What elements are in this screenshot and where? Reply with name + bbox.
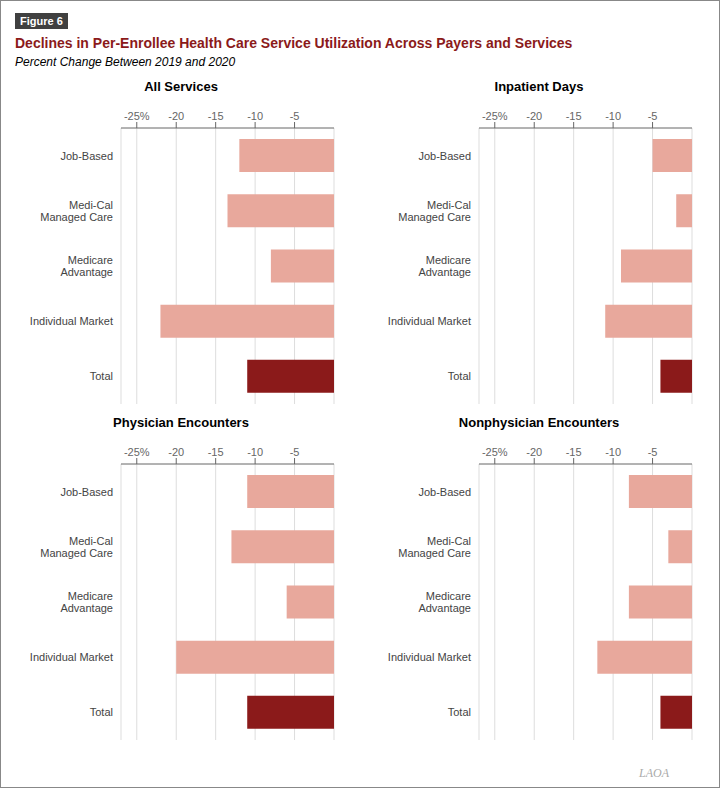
svg-text:-10: -10 — [605, 446, 621, 458]
svg-text:-20: -20 — [526, 110, 542, 122]
svg-text:MedicareAdvantage: MedicareAdvantage — [418, 590, 471, 614]
svg-text:Individual Market: Individual Market — [388, 315, 471, 327]
svg-text:-5: -5 — [648, 446, 658, 458]
svg-text:Job-Based: Job-Based — [418, 486, 471, 498]
svg-text:-25%: -25% — [482, 446, 508, 458]
svg-text:-20: -20 — [168, 446, 184, 458]
svg-text:-5: -5 — [648, 110, 658, 122]
svg-text:-5: -5 — [290, 110, 300, 122]
svg-text:-20: -20 — [526, 446, 542, 458]
html-text:Inpatient Days: Inpatient Days — [494, 79, 584, 94]
svg-text:MedicareAdvantage: MedicareAdvantage — [60, 254, 113, 278]
html-text:Figure 6: Figure 6 — [20, 15, 63, 27]
svg-text:Medi-CalManaged Care: Medi-CalManaged Care — [40, 199, 113, 223]
svg-text:-10: -10 — [605, 110, 621, 122]
svg-text:-10: -10 — [247, 446, 263, 458]
svg-text:-15: -15 — [566, 110, 582, 122]
html-text:Percent Change Between 2019 an: Percent Change Between 2019 and 2020 — [15, 55, 236, 69]
svg-text:Job-Based: Job-Based — [60, 150, 113, 162]
svg-text:-20: -20 — [168, 110, 184, 122]
svg-text:-15: -15 — [208, 110, 224, 122]
svg-text:Medi-CalManaged Care: Medi-CalManaged Care — [40, 535, 113, 559]
svg-text:Medi-CalManaged Care: Medi-CalManaged Care — [398, 199, 471, 223]
svg-text:-25%: -25% — [124, 110, 150, 122]
svg-text:-15: -15 — [208, 446, 224, 458]
svg-text:Job-Based: Job-Based — [418, 150, 471, 162]
svg-text:Total: Total — [90, 706, 113, 718]
html-text:Physician Encounters: Physician Encounters — [113, 415, 249, 430]
svg-text:MedicareAdvantage: MedicareAdvantage — [418, 254, 471, 278]
html-text:Nonphysician Encounters: Nonphysician Encounters — [458, 415, 620, 430]
svg-text:Individual Market: Individual Market — [388, 651, 471, 663]
svg-text:Medi-CalManaged Care: Medi-CalManaged Care — [398, 535, 471, 559]
svg-text:-15: -15 — [566, 446, 582, 458]
svg-text:-5: -5 — [290, 446, 300, 458]
svg-text:-25%: -25% — [482, 110, 508, 122]
svg-text:MedicareAdvantage: MedicareAdvantage — [60, 590, 113, 614]
svg-text:-25%: -25% — [124, 446, 150, 458]
html-text:LAOA: LAOA — [639, 766, 669, 780]
svg-text:Total: Total — [448, 706, 471, 718]
html-text:Declines in Per-Enrollee Healt: Declines in Per-Enrollee Health Care Ser… — [15, 35, 573, 51]
svg-text:Individual Market: Individual Market — [30, 651, 113, 663]
svg-text:-10: -10 — [247, 110, 263, 122]
svg-text:Job-Based: Job-Based — [60, 486, 113, 498]
svg-text:Individual Market: Individual Market — [30, 315, 113, 327]
html-text:All Services: All Services — [144, 79, 218, 94]
svg-text:Total: Total — [448, 370, 471, 382]
svg-text:Total: Total — [90, 370, 113, 382]
